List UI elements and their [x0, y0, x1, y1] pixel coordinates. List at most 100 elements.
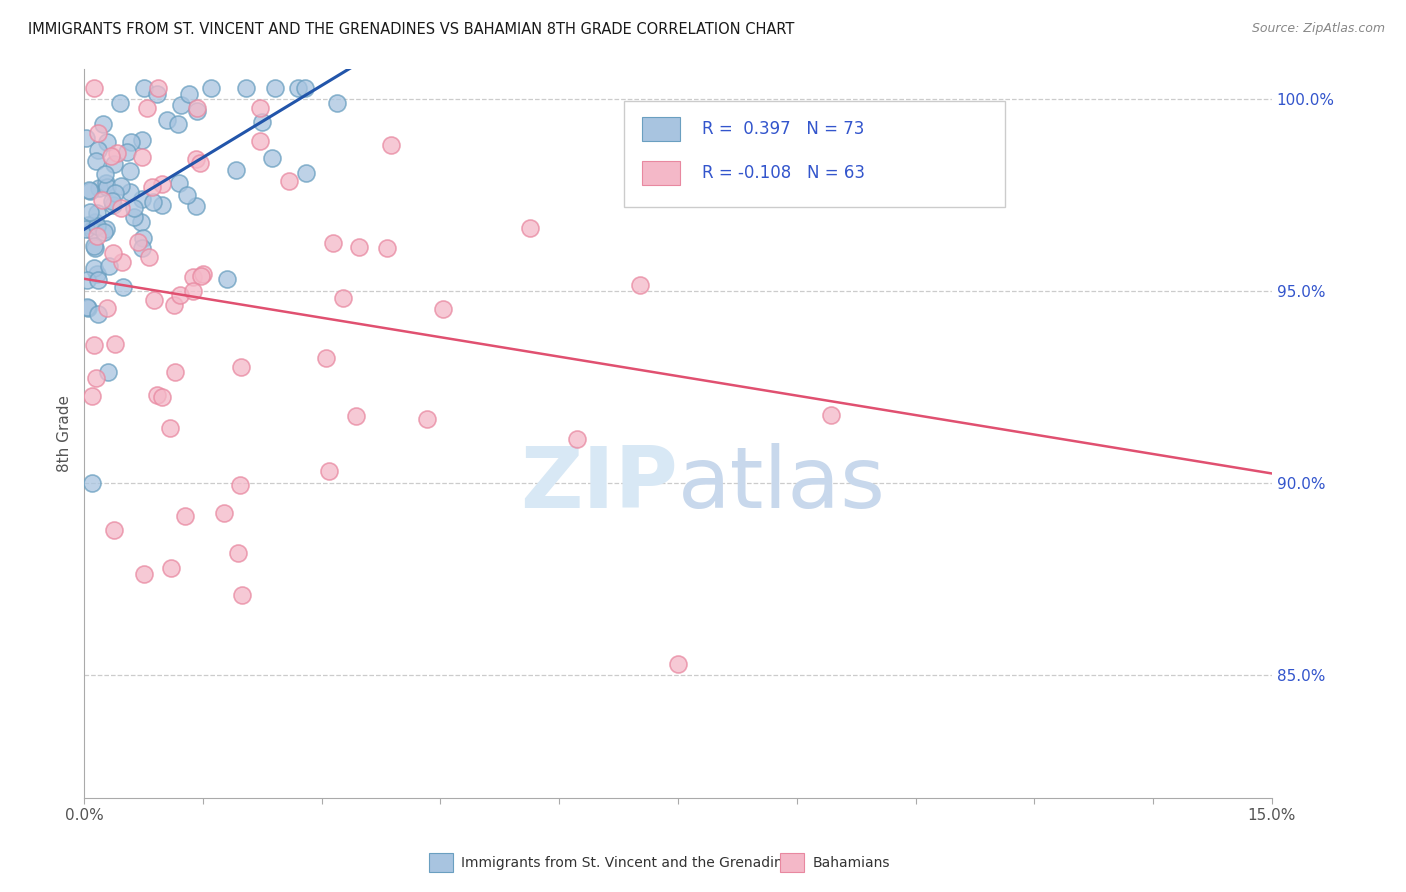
Point — [83, 215, 105, 229]
Point — [229, 359, 252, 374]
Point — [84, 370, 107, 384]
Point — [162, 298, 184, 312]
Point — [104, 336, 127, 351]
Text: Immigrants from St. Vincent and the Grenadines: Immigrants from St. Vincent and the Gren… — [461, 855, 799, 870]
Point — [80, 389, 103, 403]
Point — [250, 115, 273, 129]
Point — [132, 230, 155, 244]
Point — [315, 351, 337, 365]
Point — [103, 156, 125, 170]
Point — [94, 176, 117, 190]
Point — [146, 388, 169, 402]
Point — [87, 307, 110, 321]
Point — [666, 657, 689, 671]
Point — [110, 201, 132, 215]
Point — [87, 181, 110, 195]
Text: IMMIGRANTS FROM ST. VINCENT AND THE GRENADINES VS BAHAMIAN 8TH GRADE CORRELATION: IMMIGRANTS FROM ST. VINCENT AND THE GREN… — [28, 22, 794, 37]
Point — [108, 95, 131, 110]
Point — [75, 222, 97, 236]
Point — [215, 272, 238, 286]
Point — [184, 199, 207, 213]
Point — [166, 117, 188, 131]
Point — [83, 338, 105, 352]
Point — [174, 509, 197, 524]
Point — [181, 270, 204, 285]
Point — [86, 267, 108, 281]
Point — [156, 113, 179, 128]
Point — [87, 143, 110, 157]
Point — [129, 215, 152, 229]
Point — [118, 186, 141, 200]
Point — [176, 188, 198, 202]
Point — [349, 240, 371, 254]
Point — [820, 408, 842, 422]
Point — [122, 210, 145, 224]
Point — [142, 194, 165, 209]
Point — [186, 101, 208, 115]
Point — [287, 81, 309, 95]
Point — [105, 145, 128, 160]
Point — [231, 588, 253, 602]
Point — [131, 150, 153, 164]
Point — [101, 197, 124, 211]
Point — [263, 80, 285, 95]
Point — [170, 97, 193, 112]
Point — [101, 194, 124, 208]
Point — [322, 235, 344, 250]
Point — [77, 218, 100, 232]
Point — [150, 391, 173, 405]
Text: ZIP: ZIP — [520, 442, 678, 526]
Point — [117, 145, 139, 159]
Point — [132, 80, 155, 95]
Point — [120, 136, 142, 150]
Point — [169, 288, 191, 302]
Point — [628, 278, 651, 293]
Point — [186, 103, 208, 118]
Point — [97, 259, 120, 273]
Point — [94, 167, 117, 181]
Point — [415, 412, 437, 426]
Point — [167, 176, 190, 190]
Point — [96, 301, 118, 315]
Point — [188, 155, 211, 169]
Point — [122, 201, 145, 215]
Text: Source: ZipAtlas.com: Source: ZipAtlas.com — [1251, 22, 1385, 36]
FancyBboxPatch shape — [624, 102, 1005, 207]
Point — [110, 179, 132, 194]
Point — [100, 149, 122, 163]
Point — [83, 260, 105, 275]
Point — [80, 476, 103, 491]
Point — [146, 80, 169, 95]
Point — [249, 134, 271, 148]
Point — [181, 284, 204, 298]
Point — [76, 300, 98, 314]
Point — [86, 228, 108, 243]
Point — [332, 291, 354, 305]
Point — [141, 180, 163, 194]
Point — [91, 193, 114, 207]
Point — [111, 279, 134, 293]
Point — [160, 560, 183, 574]
Text: Bahamians: Bahamians — [813, 855, 890, 870]
Point — [380, 138, 402, 153]
Point — [76, 273, 98, 287]
Point — [193, 267, 215, 281]
Point — [93, 225, 115, 239]
Point — [91, 117, 114, 131]
Point — [318, 464, 340, 478]
Point — [75, 131, 97, 145]
Point — [142, 293, 165, 307]
Point — [138, 250, 160, 264]
Point — [295, 166, 318, 180]
Point — [83, 239, 105, 253]
Point — [96, 180, 118, 194]
Point — [96, 135, 118, 149]
Text: R =  0.397   N = 73: R = 0.397 N = 73 — [702, 120, 865, 138]
Point — [344, 409, 367, 423]
Point — [200, 81, 222, 95]
Point — [87, 273, 110, 287]
Point — [127, 235, 149, 249]
Point — [655, 159, 678, 173]
Point — [262, 151, 284, 165]
Point — [103, 524, 125, 538]
